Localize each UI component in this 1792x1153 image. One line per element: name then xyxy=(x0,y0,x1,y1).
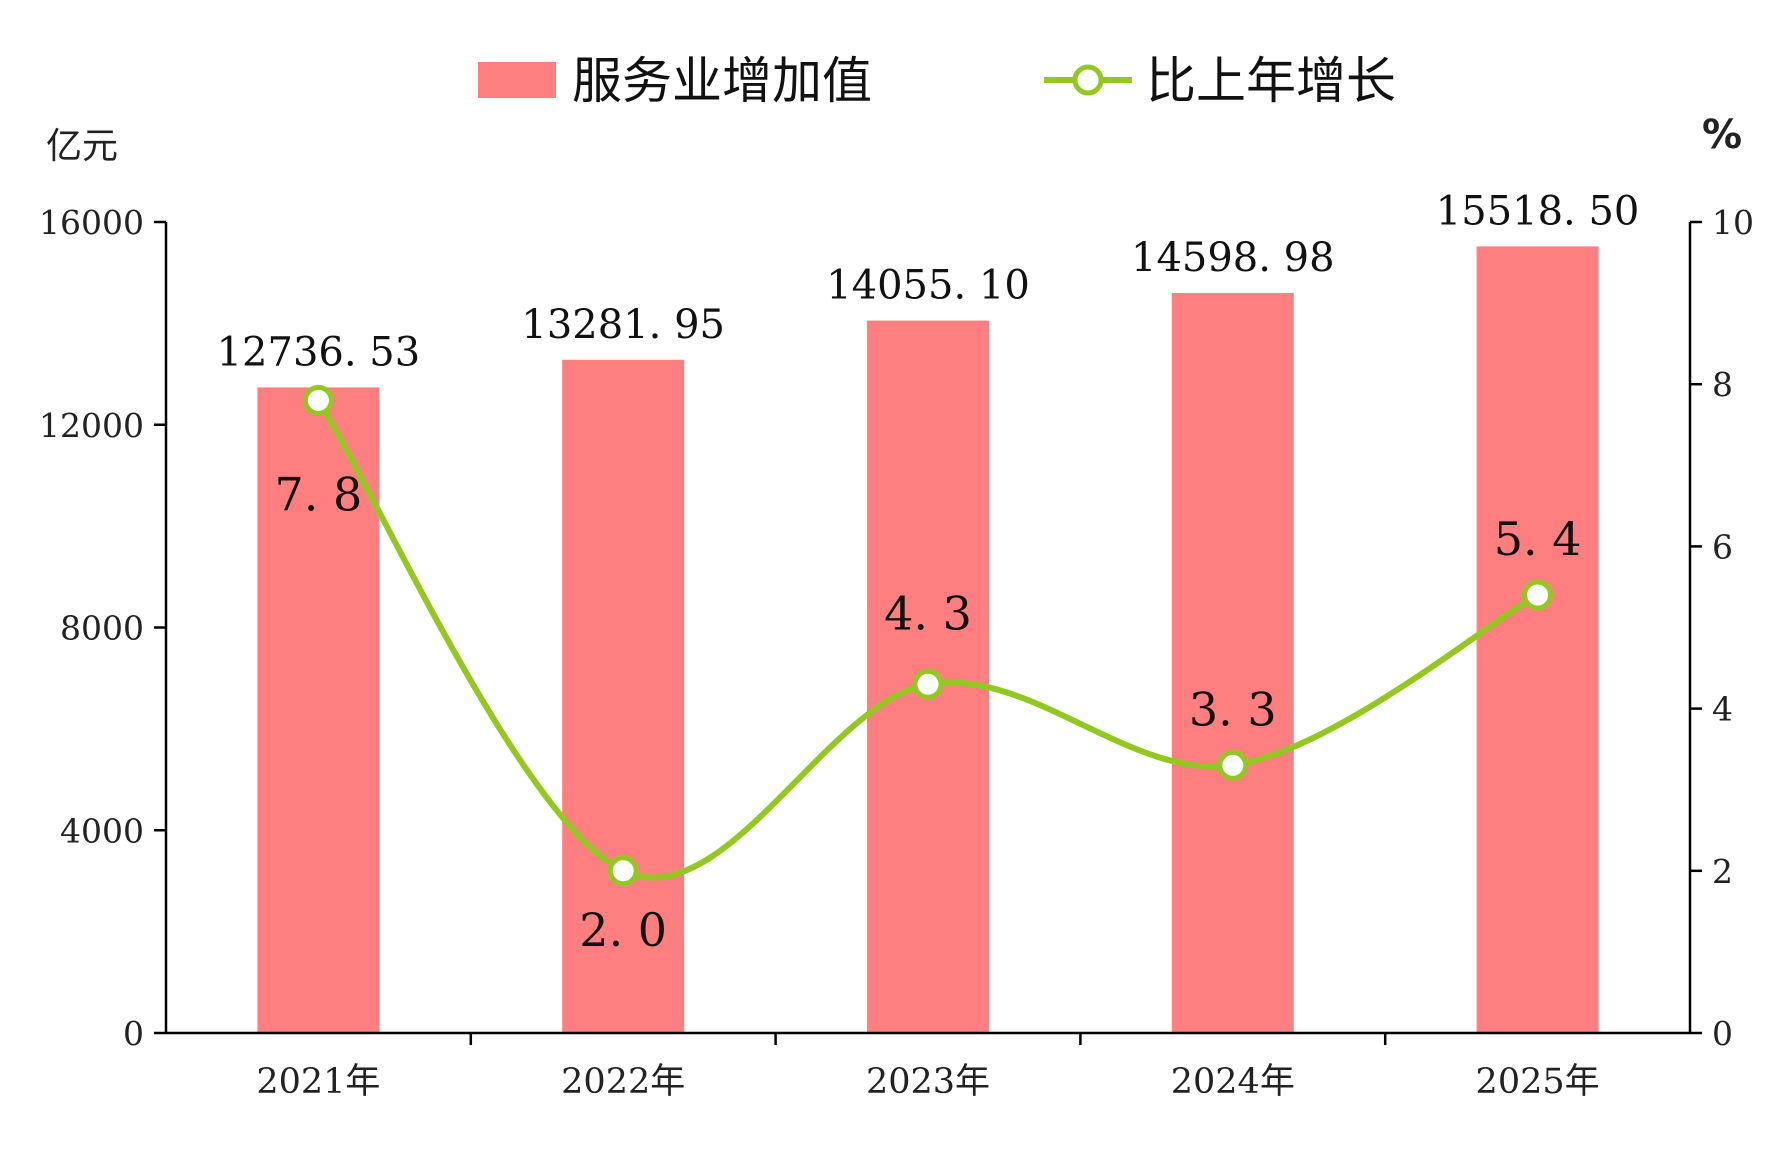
y-right-tick-label: 2 xyxy=(1712,852,1733,891)
growth-point-2022年 xyxy=(607,855,639,887)
bar-data-label: 15518. 50 xyxy=(1436,188,1640,234)
y-right-tick-label: 6 xyxy=(1712,527,1733,566)
x-tick-label: 2021年 xyxy=(256,1062,380,1102)
growth-data-label: 3. 3 xyxy=(1189,682,1277,736)
growth-point-2021年 xyxy=(302,384,334,416)
bar-data-label: 13281. 95 xyxy=(521,302,725,348)
y-right-tick-label: 4 xyxy=(1712,690,1733,729)
growth-data-label: 5. 4 xyxy=(1494,512,1582,566)
bar-data-label: 14055. 10 xyxy=(826,263,1030,309)
y-right-tick-label: 10 xyxy=(1712,203,1754,242)
y-right-tick-label: 0 xyxy=(1712,1014,1733,1053)
bar-data-label: 12736. 53 xyxy=(217,329,421,375)
bar-2025年 xyxy=(1476,246,1599,1034)
legend-line-marker xyxy=(1072,64,1104,96)
x-tick-label: 2022年 xyxy=(561,1062,685,1102)
legend-bar-swatch xyxy=(478,62,556,98)
bar-labels-layer: 12736. 53 13281. 95 14055. 10 14598. 98 1551… xyxy=(217,188,1640,375)
bar-data-label: 14598. 98 xyxy=(1131,235,1335,281)
y-left-tick-label: 16000 xyxy=(39,203,144,242)
growth-line xyxy=(315,397,1541,881)
y-left-tick-label: 4000 xyxy=(60,811,144,850)
bar-2024年 xyxy=(1171,293,1294,1034)
bar-2021年 xyxy=(257,387,380,1034)
y-left-unit-label: 亿元 xyxy=(46,126,118,167)
legend-bar-label: 服务业增加值 xyxy=(572,52,872,110)
line-layer xyxy=(302,384,1554,887)
x-tick-label: 2025年 xyxy=(1476,1062,1600,1102)
x-tick-label: 2023年 xyxy=(866,1062,990,1102)
x-tick-label: 2024年 xyxy=(1171,1062,1295,1102)
growth-point-2024年 xyxy=(1217,749,1249,781)
growth-data-label: 2. 0 xyxy=(579,903,667,957)
axes-layer: 0 4000 8000 12000 16000 0 2 4 6 8 10 2021年 2022年 2023… xyxy=(39,203,1754,1102)
legend-line-label: 比上年增长 xyxy=(1146,52,1396,110)
growth-point-2023年 xyxy=(912,668,944,700)
y-right-unit-label: % xyxy=(1702,112,1742,158)
growth-data-label: 7. 8 xyxy=(275,467,363,521)
y-right-tick-label: 8 xyxy=(1712,365,1733,404)
y-left-tick-label: 12000 xyxy=(39,406,144,445)
y-left-tick-label: 8000 xyxy=(60,609,144,648)
legend: 服务业增加值 比上年增长 xyxy=(478,52,1396,110)
growth-data-label: 4. 3 xyxy=(884,586,972,640)
y-left-tick-label: 0 xyxy=(123,1014,144,1053)
bars-layer xyxy=(257,246,1599,1034)
bar-2022年 xyxy=(562,359,685,1034)
line-labels-layer: 7. 8 2. 0 4. 3 3. 3 5. 4 xyxy=(275,467,1582,956)
growth-point-2025年 xyxy=(1522,579,1554,611)
